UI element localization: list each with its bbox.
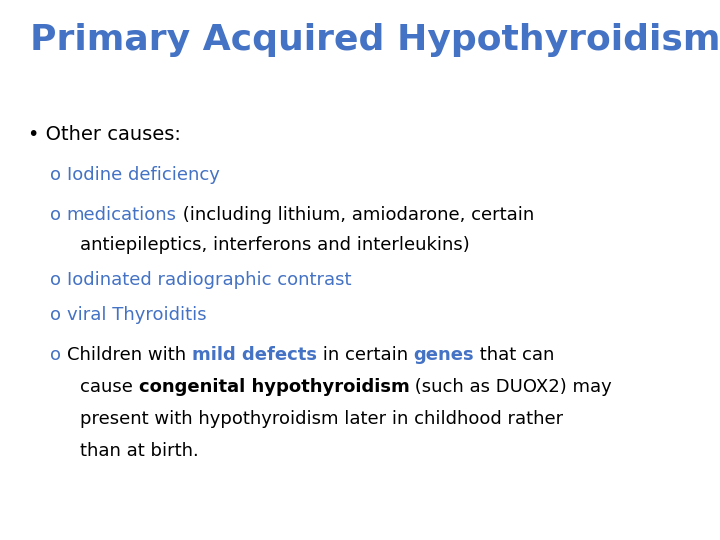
Text: present with hypothyroidism later in childhood rather: present with hypothyroidism later in chi…: [80, 410, 563, 428]
Text: o: o: [50, 206, 67, 224]
Text: medications: medications: [67, 206, 176, 224]
Text: cause: cause: [80, 378, 139, 396]
Text: in certain: in certain: [317, 346, 413, 364]
Text: Iodinated radiographic contrast: Iodinated radiographic contrast: [67, 271, 351, 289]
Text: (such as DUOX2) may: (such as DUOX2) may: [410, 378, 612, 396]
Text: Iodine deficiency: Iodine deficiency: [67, 166, 220, 184]
Text: than at birth.: than at birth.: [80, 442, 199, 460]
Text: o: o: [50, 271, 67, 289]
Text: • Other causes:: • Other causes:: [28, 125, 181, 144]
Text: o: o: [50, 346, 67, 364]
Text: that can: that can: [474, 346, 554, 364]
Text: viral Thyroiditis: viral Thyroiditis: [67, 306, 207, 324]
Text: mild defects: mild defects: [192, 346, 317, 364]
Text: o: o: [50, 306, 67, 324]
Text: congenital hypothyroidism: congenital hypothyroidism: [139, 378, 410, 396]
Text: genes: genes: [413, 346, 474, 364]
Text: (including lithium, amiodarone, certain: (including lithium, amiodarone, certain: [176, 206, 534, 224]
Text: o: o: [50, 166, 67, 184]
Text: antiepileptics, interferons and interleukins): antiepileptics, interferons and interleu…: [80, 236, 469, 254]
Text: Primary Acquired Hypothyroidism: Primary Acquired Hypothyroidism: [30, 23, 720, 57]
Text: Children with: Children with: [67, 346, 192, 364]
